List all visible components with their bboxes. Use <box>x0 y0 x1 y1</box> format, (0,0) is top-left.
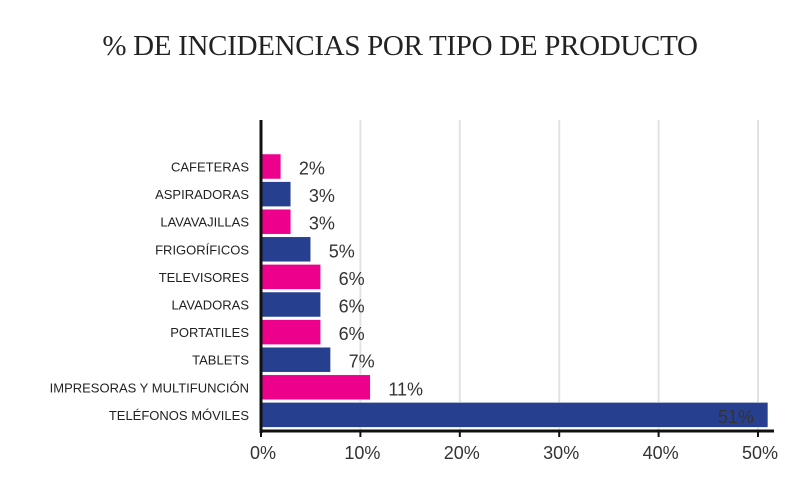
category-label: IMPRESORAS Y MULTIFUNCIÓN <box>50 380 249 395</box>
bar <box>260 346 331 373</box>
chart-title: % DE INCIDENCIAS POR TIPO DE PRODUCTO <box>102 30 698 62</box>
bar <box>260 374 371 401</box>
data-label: 7% <box>349 352 375 372</box>
x-tick-label: 40% <box>643 443 679 463</box>
data-label: 5% <box>329 241 355 261</box>
bar <box>260 291 321 318</box>
bar <box>260 181 292 207</box>
category-label: CAFETERAS <box>171 160 249 175</box>
bar <box>260 319 321 345</box>
category-label: TABLETS <box>192 353 249 368</box>
category-label: FRIGORÍFICOS <box>155 242 249 257</box>
data-label: 6% <box>339 297 365 317</box>
data-label: 11% <box>388 379 423 399</box>
x-tick-label: 30% <box>543 443 579 463</box>
data-label: 3% <box>309 186 335 206</box>
data-label: 6% <box>339 324 365 344</box>
x-tick-label: 10% <box>344 443 380 463</box>
data-label: 3% <box>309 214 335 234</box>
data-label: 51% <box>718 407 754 427</box>
bar <box>260 153 282 180</box>
category-label: LAVAVAJILLAS <box>160 215 249 230</box>
category-label: LAVADORAS <box>171 298 249 313</box>
category-label: TELEVISORES <box>159 270 250 285</box>
x-tick-label: 0% <box>250 443 276 463</box>
category-label: TELÉFONOS MÓVILES <box>109 408 249 423</box>
x-tick-label: 20% <box>444 443 480 463</box>
category-label: ASPIRADORAS <box>155 187 249 202</box>
bar <box>260 402 769 428</box>
x-tick-label: 50% <box>742 443 778 463</box>
data-label: 6% <box>339 269 365 289</box>
category-label: PORTATILES <box>170 325 249 340</box>
data-label: 2% <box>299 159 325 179</box>
bar <box>260 264 321 290</box>
bar <box>260 236 311 263</box>
bar <box>260 208 292 235</box>
